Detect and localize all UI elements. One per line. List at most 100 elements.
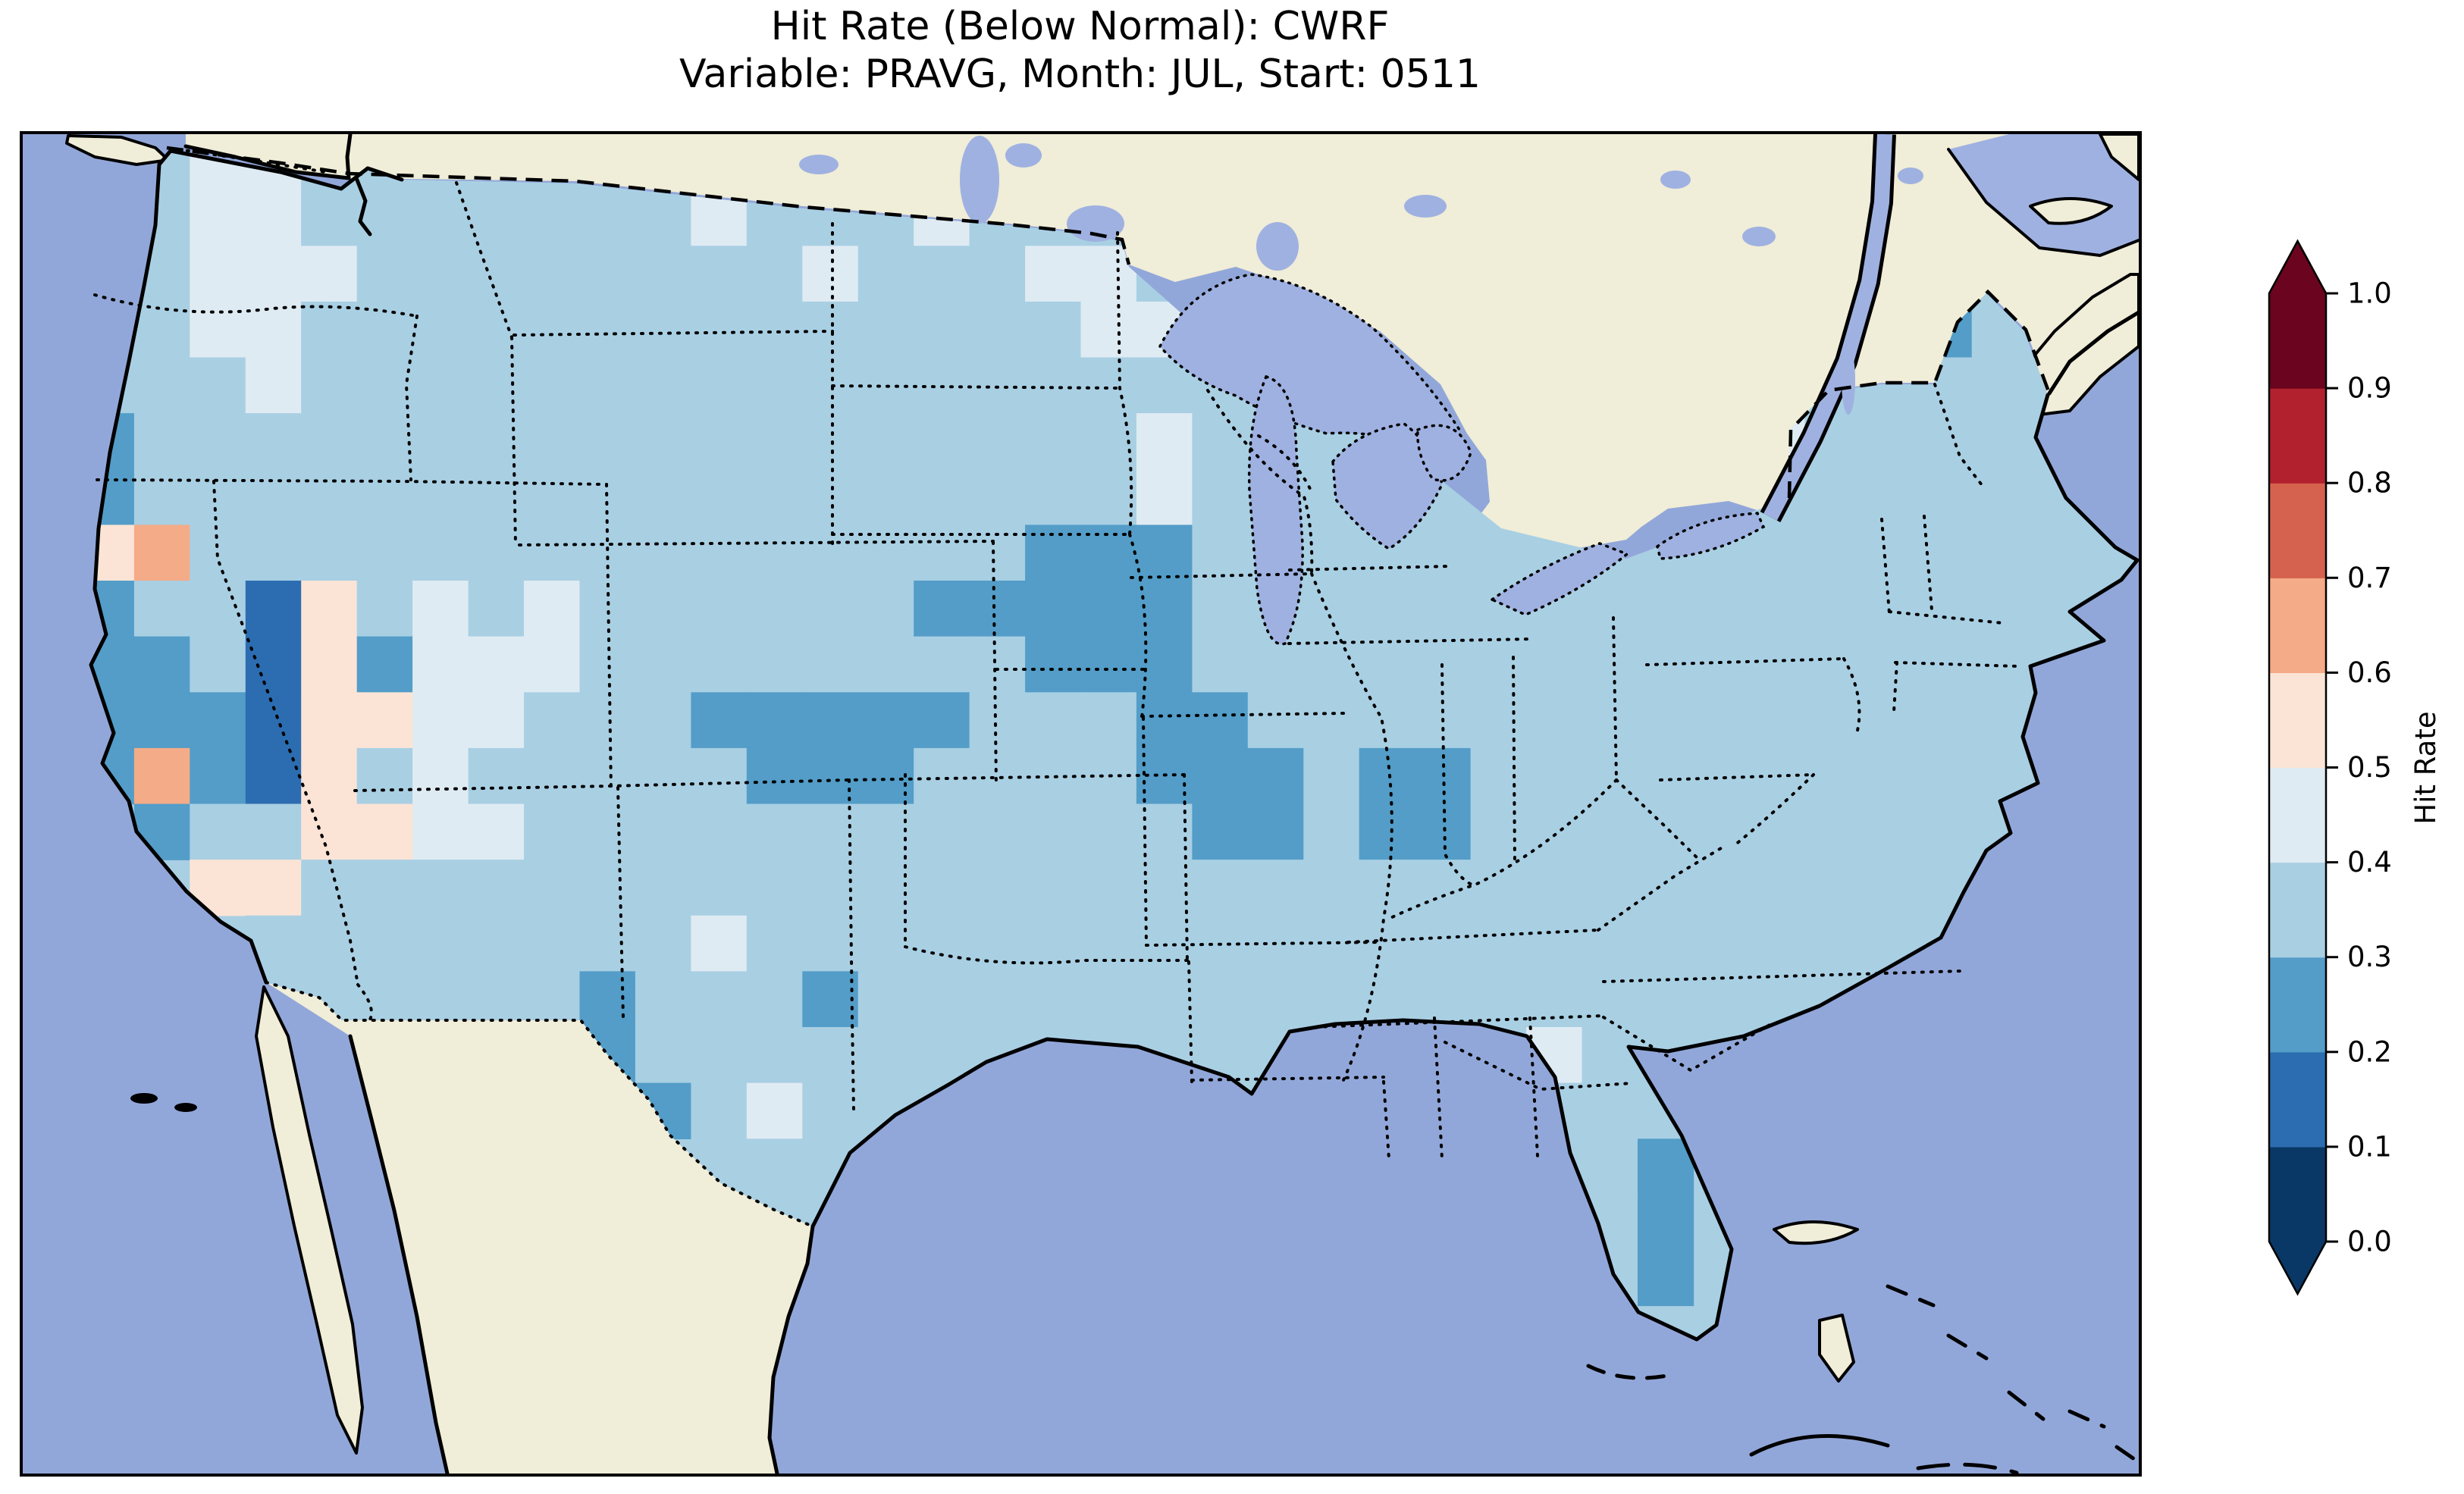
grid-cell	[1860, 525, 1917, 581]
grid-cell	[1415, 581, 1472, 637]
grid-cell	[245, 747, 302, 805]
grid-cell	[468, 636, 525, 693]
grid-cell	[691, 747, 748, 805]
grid-cell	[1303, 581, 1360, 637]
grid-cell	[412, 581, 469, 637]
grid-cell	[1971, 636, 2028, 693]
grid-cell	[468, 747, 525, 805]
grid-cell	[468, 468, 525, 526]
grid-cell	[190, 692, 246, 749]
grid-cell	[746, 581, 803, 637]
grid-cell	[301, 915, 358, 973]
grid-cell	[356, 468, 413, 526]
gulf-st-lawrence-shore	[1947, 148, 2139, 257]
cuba-north-coast	[1749, 1434, 1890, 1457]
grid-cell	[969, 971, 1026, 1028]
grid-cell	[746, 301, 803, 359]
colorbar-bin	[2269, 293, 2326, 389]
grid-cell	[579, 413, 636, 470]
grid-cell	[1971, 581, 2028, 637]
grid-cell	[301, 357, 358, 414]
grid-cell	[133, 747, 191, 805]
grid-cell	[1804, 525, 1861, 581]
grid-cell	[579, 301, 636, 359]
grid-cell	[468, 915, 525, 973]
grid-cell	[412, 301, 469, 359]
grid-cell	[1303, 692, 1360, 749]
grid-cell	[1804, 468, 1861, 526]
grid-cell	[356, 803, 413, 860]
grid-cell	[802, 860, 859, 916]
grid-cell	[969, 413, 1026, 470]
grid-cell	[802, 301, 859, 359]
grid-cell	[1470, 525, 1527, 581]
grid-cell	[1748, 581, 1806, 637]
grid-cell	[635, 357, 692, 414]
grid-cell	[691, 915, 748, 973]
grid-cell	[2027, 525, 2084, 581]
grid-cell	[579, 246, 636, 302]
grid-cell	[914, 915, 970, 973]
grid-cell	[802, 915, 859, 973]
grid-cell	[1415, 525, 1472, 581]
colorbar-arrow-under	[2269, 1242, 2326, 1294]
canada-land-west	[186, 134, 1874, 559]
grid-cell	[412, 692, 469, 749]
st-lawrence-river	[1760, 134, 1896, 522]
grid-cell	[914, 692, 970, 749]
grid-cell	[1025, 246, 1082, 302]
grid-cell	[133, 692, 191, 749]
grid-cell	[1638, 747, 1694, 805]
grid-cell	[802, 971, 859, 1028]
grid-cell	[190, 357, 246, 414]
grid-cell	[691, 692, 748, 749]
bc-coast	[183, 134, 353, 180]
grid-cell	[914, 971, 970, 1028]
grid-cell	[1916, 747, 1973, 805]
grid-cell	[524, 747, 581, 805]
grid-cell	[1971, 468, 2028, 526]
grid-cell	[746, 915, 803, 973]
grid-cell	[1638, 971, 1694, 1028]
grid-cell	[356, 692, 413, 749]
grid-cell	[301, 189, 358, 246]
grid-cell	[635, 413, 692, 470]
grid-cell	[1638, 915, 1694, 973]
grid-cell	[579, 915, 636, 973]
grid-cell	[412, 189, 469, 246]
grid-cell	[635, 246, 692, 302]
grid-cell	[468, 692, 525, 749]
grid-cell	[1693, 636, 1750, 693]
great-lakes	[1158, 273, 1766, 646]
grid-cell	[245, 246, 302, 302]
grid-cell	[1192, 803, 1249, 860]
grid-cell	[746, 803, 803, 860]
colorbar-tick-label: 1.0	[2347, 277, 2392, 310]
grid-cell	[914, 747, 970, 805]
grid-cell	[1080, 915, 1137, 973]
colorbar-bin	[2269, 767, 2326, 863]
grid-cell	[190, 803, 246, 860]
grid-cell	[746, 413, 803, 470]
grid-cell	[1582, 803, 1638, 860]
grid-cell	[691, 246, 748, 302]
grid-cell	[1136, 692, 1193, 749]
grid-cell	[914, 1027, 970, 1084]
grid-cell	[1860, 803, 1917, 860]
grid-cell	[857, 915, 914, 973]
grid-cell	[1136, 803, 1193, 860]
grid-cell	[524, 860, 581, 916]
grid-cell	[524, 189, 581, 246]
georgian-bay	[1416, 424, 1472, 482]
grid-cell	[857, 413, 914, 470]
grid-cell	[802, 468, 859, 526]
grid-cell	[802, 636, 859, 693]
grid-cell	[1025, 915, 1082, 973]
grid-cell	[1247, 636, 1304, 693]
grid-cell	[802, 413, 859, 470]
grid-cell	[579, 860, 636, 916]
grid-cell	[412, 860, 469, 916]
grid-cell	[1582, 747, 1638, 805]
grid-cell	[914, 301, 970, 359]
grid-cell	[1638, 1194, 1694, 1251]
